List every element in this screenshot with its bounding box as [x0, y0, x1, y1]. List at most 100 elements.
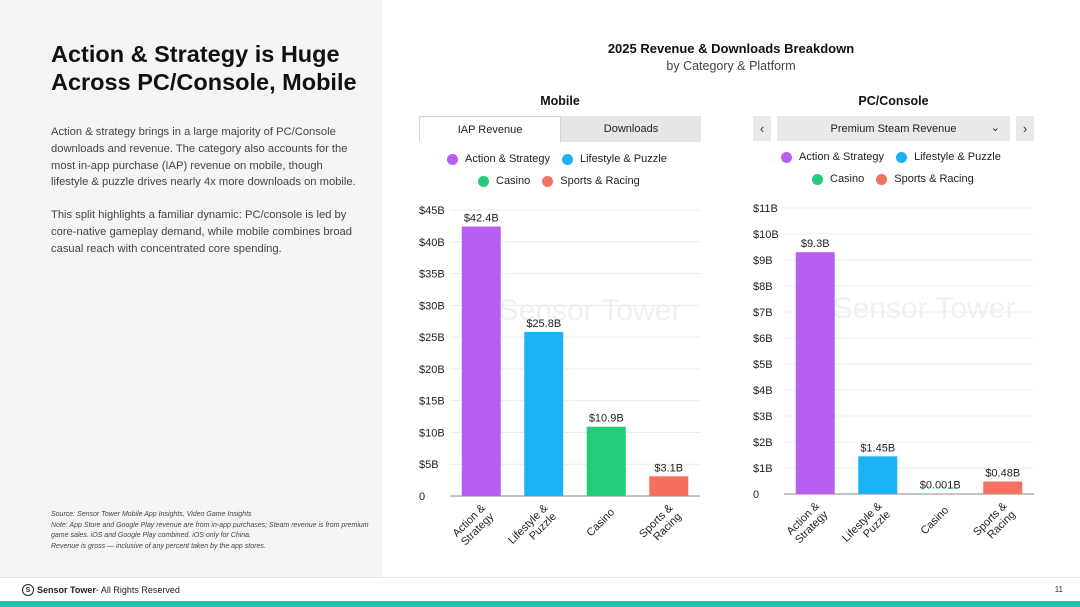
legend-item[interactable]: Lifestyle & Puzzle	[562, 153, 667, 165]
footer-logo: S Sensor Tower - All Rights Reserved	[22, 584, 180, 596]
y-tick-label: $2B	[753, 437, 773, 449]
legend-item[interactable]: Casino	[478, 175, 530, 187]
legend-item[interactable]: Action & Strategy	[447, 153, 550, 165]
y-tick-label: $11B	[753, 203, 778, 215]
mobile-tabs: IAP Revenue Downloads	[419, 116, 701, 142]
bar	[461, 226, 501, 496]
y-tick-label: 0	[753, 489, 759, 501]
dropdown-value: Premium Steam Revenue	[830, 122, 957, 135]
page-number: 11	[1054, 585, 1063, 594]
legend-row: Action & Strategy Lifestyle & Puzzle	[447, 153, 679, 165]
y-tick-label: $15B	[419, 396, 445, 408]
y-tick-label: $4B	[753, 385, 773, 397]
y-tick-label: $35B	[419, 269, 445, 281]
x-tick-label: Sports &Racing	[637, 502, 684, 544]
bar	[983, 481, 1023, 494]
y-tick-label: $10B	[419, 427, 445, 439]
footer: S Sensor Tower - All Rights Reserved 11	[0, 577, 1080, 601]
data-label: $0.48B	[985, 468, 1020, 480]
legend-swatch	[562, 153, 573, 165]
bar	[920, 493, 960, 494]
legend-item[interactable]: Action & Strategy	[781, 151, 884, 163]
footnote-source: Source: Sensor Tower Mobile App Insights…	[51, 511, 252, 518]
bar	[649, 476, 689, 496]
legend-swatch	[876, 173, 888, 185]
mobile-bar-chart: Sensor Tower 0 $5B $10B $15B $20B $25B $30B $35B…	[419, 205, 700, 548]
chevron-down-icon: ⌄	[990, 122, 1000, 134]
x-tick-text: Casino	[918, 504, 951, 537]
pc-legend: Action & Strategy Lifestyle & Puzzle Casin…	[753, 151, 1034, 191]
sensor-tower-logo-icon: S	[22, 584, 34, 596]
legend-label: Lifestyle & Puzzle	[580, 153, 667, 165]
legend-swatch	[812, 173, 823, 185]
chevron-left-icon: ‹	[759, 121, 765, 136]
data-label: $0.001B	[920, 480, 961, 492]
watermark: Sensor Tower	[833, 292, 1016, 325]
mobile-legend: Action & Strategy Lifestyle & Puzzle Casin…	[419, 153, 701, 193]
x-tick-label: Action &Strategy	[785, 500, 831, 546]
y-tick-label: $10B	[753, 229, 779, 241]
y-tick-label: $6B	[753, 333, 773, 345]
tab-downloads[interactable]: Downloads	[603, 123, 659, 135]
watermark: Sensor Tower	[499, 294, 682, 327]
y-tick-label: $25B	[419, 332, 445, 344]
legend-item[interactable]: Sports & Racing	[876, 173, 974, 185]
y-tick-label: $40B	[419, 237, 445, 249]
body-paragraph: This split highlights a familiar dynamic…	[51, 209, 352, 255]
chevron-right-icon: ›	[1022, 121, 1028, 136]
pc-panel-title: PC/Console	[858, 94, 929, 108]
x-tick-label: Casino	[584, 506, 617, 539]
y-tick-label: $7B	[753, 307, 773, 319]
legend-label: Action & Strategy	[465, 153, 550, 165]
legend-swatch	[542, 175, 554, 187]
legend-label: Lifestyle & Puzzle	[914, 151, 1001, 163]
x-tick-label: Lifestyle &Puzzle	[840, 500, 893, 545]
y-tick-label: $8B	[753, 281, 773, 293]
x-tick-label: Action &Strategy	[451, 502, 497, 548]
x-tick-label: Lifestyle &Puzzle	[506, 502, 559, 547]
y-tick-label: 0	[419, 491, 425, 503]
legend-swatch	[896, 151, 907, 163]
legend-item[interactable]: Lifestyle & Puzzle	[896, 151, 1001, 163]
y-tick-label: $5B	[419, 459, 439, 471]
legend-row: Casino Sports & Racing	[478, 175, 652, 187]
legend-row: Action & Strategy Lifestyle & Puzzle	[781, 151, 1013, 163]
y-tick-label: $20B	[419, 364, 445, 376]
y-tick-label: $30B	[419, 300, 445, 312]
footnote-note: Note: App Store and Google Play revenue …	[51, 521, 369, 540]
y-tick-label: $1B	[753, 463, 773, 475]
footer-rights: - All Rights Reserved	[95, 585, 180, 595]
legend-item[interactable]: Sports & Racing	[542, 175, 640, 187]
data-label: $42.4B	[464, 213, 499, 225]
legend-label: Sports & Racing	[560, 175, 640, 187]
y-tick-label: $3B	[753, 411, 773, 423]
footnote: Source: Sensor Tower Mobile App Insights…	[51, 510, 371, 552]
metric-dropdown[interactable]: Premium Steam Revenue ⌄	[777, 116, 1010, 141]
y-tick-label: $45B	[419, 205, 445, 217]
next-button[interactable]: ›	[1016, 116, 1034, 141]
footer-brand: Sensor Tower	[37, 585, 96, 595]
legend-swatch	[781, 151, 792, 163]
legend-swatch	[447, 153, 458, 165]
y-tick-label: $5B	[753, 359, 773, 371]
bar	[795, 252, 835, 494]
data-label: $3.1B	[654, 462, 683, 474]
pc-selector-row: ‹ Premium Steam Revenue ⌄ ›	[753, 116, 1034, 141]
chart-title: 2025 Revenue & Downloads Breakdown	[607, 41, 855, 56]
body-paragraph: Action & strategy brings in a large majo…	[51, 126, 356, 189]
legend-row: Casino Sports & Racing	[812, 173, 986, 185]
prev-button[interactable]: ‹	[753, 116, 771, 141]
x-tick-text: Casino	[584, 506, 617, 539]
legend-item[interactable]: Casino	[812, 173, 864, 185]
bar	[586, 426, 626, 496]
data-label: $10.9B	[589, 413, 624, 425]
y-tick-label: $9B	[753, 255, 773, 267]
legend-label: Action & Strategy	[799, 151, 884, 163]
x-tick-label: Casino	[918, 504, 951, 537]
body-text: Action & strategy brings in a large majo…	[51, 124, 361, 274]
data-label: $1.45B	[860, 442, 895, 454]
tab-iap-revenue[interactable]: IAP Revenue	[419, 116, 561, 142]
page-title: Action & Strategy is Huge Across PC/Cons…	[51, 41, 357, 95]
bottom-accent-bar	[0, 601, 1080, 607]
